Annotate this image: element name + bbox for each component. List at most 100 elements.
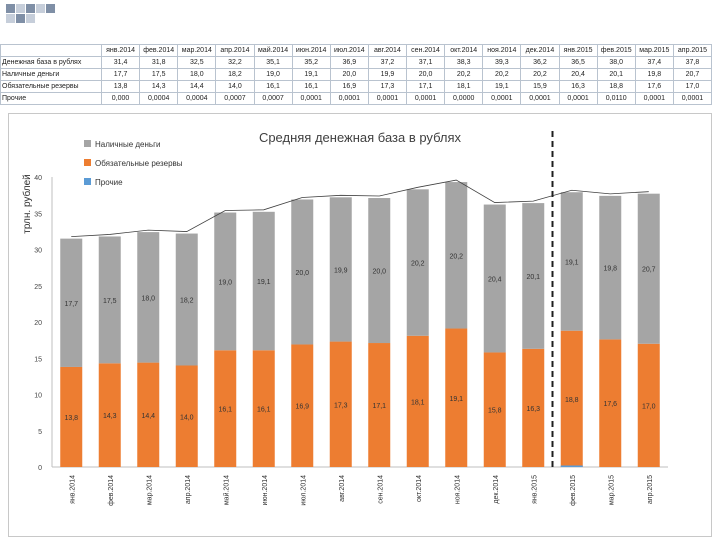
x-tick-label: апр.2015 <box>647 475 654 504</box>
table-cell: 16,3 <box>558 80 598 93</box>
table-column-header: мар.2015 <box>634 44 674 57</box>
bar-reserves <box>252 350 275 467</box>
data-label-cash: 18,2 <box>180 298 194 305</box>
table-cell: 38,3 <box>444 56 484 69</box>
x-tick-label: фев.2015 <box>570 475 577 506</box>
bar-cash <box>368 198 391 344</box>
bar-reserves <box>522 348 545 467</box>
table-cell: 36,2 <box>520 56 560 69</box>
y-tick-label: 20 <box>34 320 42 327</box>
table-cell: 14,4 <box>177 80 217 93</box>
y-tick-label: 5 <box>38 429 42 436</box>
table-cell: 32,2 <box>215 56 255 69</box>
x-tick-label: дек.2014 <box>493 475 500 504</box>
table-cell: 18,1 <box>444 80 484 93</box>
table-cell: 13,8 <box>100 80 141 93</box>
y-tick-label: 15 <box>34 356 42 363</box>
table-column-header: дек.2014 <box>520 44 560 57</box>
table-cell: 37,1 <box>405 56 446 69</box>
x-tick-label: июл.2014 <box>300 475 307 506</box>
x-tick-label: мар.2015 <box>608 475 615 505</box>
data-label-cash: 18,0 <box>141 295 155 302</box>
table-cell: 0,0001 <box>520 92 560 105</box>
bar-cash <box>175 233 198 366</box>
table-cell: 0,0007 <box>253 92 293 105</box>
table-column-header: июл.2014 <box>329 44 369 57</box>
table-row: Денежная база в рублях 31,4 31,8 32,5 32,2 35… <box>0 56 713 69</box>
table-cell: 0,0001 <box>405 92 446 105</box>
table-column-header: мар.2014 <box>177 44 217 57</box>
x-tick-label: мар.2014 <box>146 475 153 505</box>
bar-other <box>560 465 583 467</box>
table-cell: 32,5 <box>177 56 217 69</box>
data-label-reserves: 19,1 <box>449 396 463 403</box>
data-label-reserves: 16,1 <box>257 407 271 414</box>
bar-cash <box>599 195 622 340</box>
x-tick-label: май.2014 <box>222 475 230 505</box>
table-cell: 39,3 <box>482 56 522 69</box>
table-cell: 19,9 <box>367 68 408 81</box>
bar-cash <box>291 199 314 345</box>
decor-squares <box>6 4 66 34</box>
table-cell: 16,9 <box>329 80 369 93</box>
table-cell: 19,1 <box>291 68 331 81</box>
x-tick-label: сен.2014 <box>377 475 384 504</box>
bar-reserves <box>175 365 198 467</box>
table-row: Наличные деньги 17,7 17,5 18,0 18,2 19,0 19,1 2… <box>0 68 713 81</box>
x-tick-label: окт.2014 <box>416 475 423 502</box>
table-cell: 0,0001 <box>672 92 713 105</box>
y-tick-label: 0 <box>38 465 42 472</box>
data-label-cash: 19,8 <box>603 266 617 273</box>
data-label-cash: 20,7 <box>642 267 656 274</box>
decor-square <box>26 4 35 13</box>
data-label-reserves: 14,4 <box>141 413 155 420</box>
bar-cash <box>214 212 237 351</box>
bar-cash <box>329 197 352 342</box>
bar-reserves <box>599 339 622 467</box>
table-cell: 20,0 <box>405 68 446 81</box>
table-cell: 0,0001 <box>291 92 331 105</box>
table-cell: 0,0001 <box>367 92 408 105</box>
bar-cash <box>98 236 121 364</box>
data-label-reserves: 15,8 <box>488 408 502 415</box>
table-cell: 16,1 <box>291 80 331 93</box>
table-cell: 14,0 <box>215 80 255 93</box>
table-cell: 18,0 <box>177 68 217 81</box>
bar-cash <box>406 189 429 336</box>
x-tick-label: янв.2014 <box>69 475 76 504</box>
table-cell: 20,4 <box>558 68 598 81</box>
table-column-header: фев.2015 <box>596 44 636 57</box>
data-label-cash: 20,4 <box>488 277 502 284</box>
money-base-chart: Средняя денежная база в рублях трлн. рубл… <box>21 130 668 506</box>
table-cell: 17,7 <box>100 68 141 81</box>
table-body: Денежная база в рублях 31,4 31,8 32,5 32,2 35… <box>0 56 713 105</box>
bar-cash <box>637 193 660 344</box>
data-label-reserves: 17,1 <box>372 403 386 410</box>
table-cell: 37,4 <box>634 56 674 69</box>
table-cell: 37,8 <box>672 56 713 69</box>
table-cell: 0,0001 <box>634 92 674 105</box>
table-cell: 17,3 <box>367 80 408 93</box>
data-label-reserves: 17,3 <box>334 402 348 409</box>
table-cell: 19,0 <box>253 68 293 81</box>
data-table: янв.2014 фев.2014 мар.2014 апр.2014 май.2014… <box>0 44 713 105</box>
decor-square <box>16 4 25 13</box>
bar-cash <box>560 192 583 331</box>
table-row-label: Обязательные резервы <box>0 80 102 93</box>
data-label-reserves: 16,1 <box>218 407 232 414</box>
bar-reserves <box>60 366 83 467</box>
data-label-reserves: 14,3 <box>103 413 117 420</box>
table-column-header: янв.2015 <box>558 44 598 57</box>
data-label-cash: 20,1 <box>526 274 540 281</box>
table-cell: 15,9 <box>520 80 560 93</box>
x-tick-label: авг.2014 <box>339 475 346 502</box>
data-label-reserves: 14,0 <box>180 414 194 421</box>
bar-reserves <box>560 330 583 467</box>
table-header-row: янв.2014 фев.2014 мар.2014 апр.2014 май.2014… <box>0 44 713 57</box>
y-tick-label: 10 <box>34 393 42 400</box>
legend-swatch <box>84 178 91 185</box>
data-label-reserves: 16,9 <box>295 404 309 411</box>
table-cell: 0,0004 <box>139 92 179 105</box>
bar-cash <box>522 203 545 349</box>
bar-cash <box>137 232 160 363</box>
